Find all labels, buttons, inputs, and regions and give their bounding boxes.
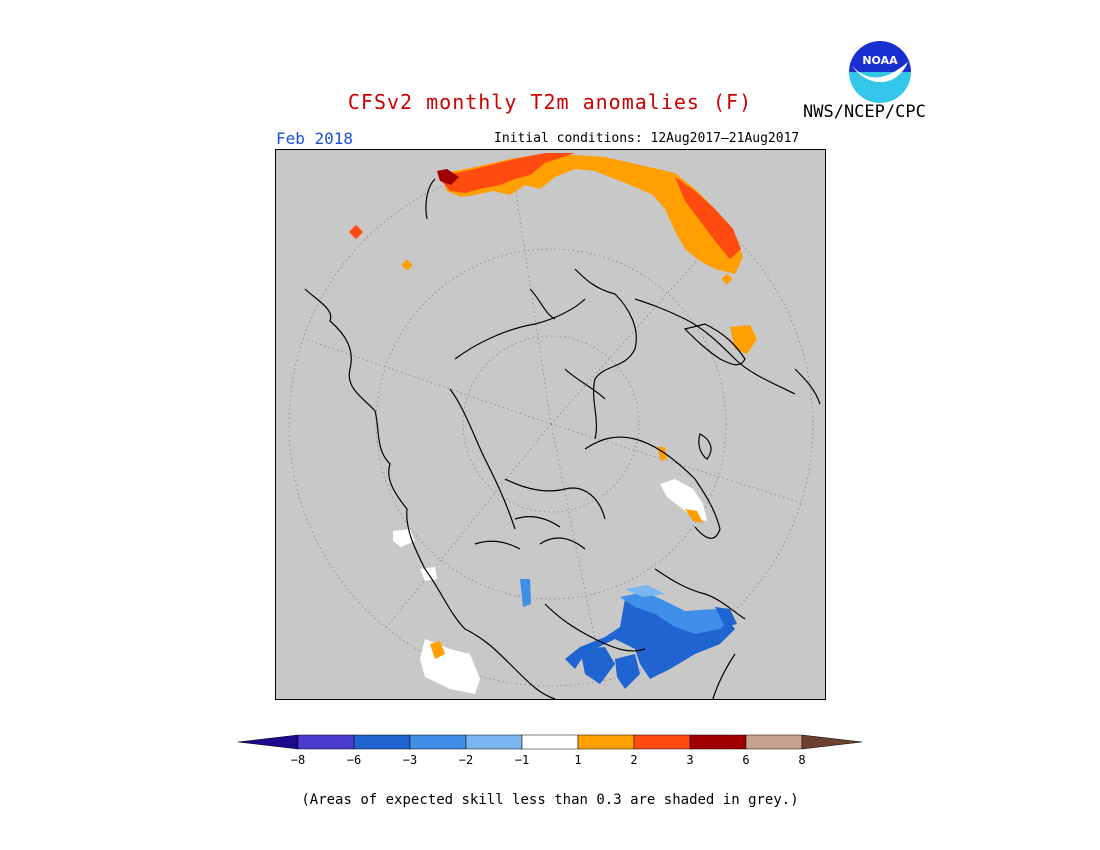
legend-label: 6 xyxy=(742,753,749,767)
legend-bin xyxy=(465,734,523,750)
legend-bin xyxy=(689,734,747,750)
legend-label: 3 xyxy=(686,753,693,767)
legend-bin xyxy=(577,734,635,750)
legend-bin-low xyxy=(238,734,299,750)
forecast-month: Feb 2018 xyxy=(276,129,354,148)
organization-label: NWS/NCEP/CPC xyxy=(803,102,926,122)
legend-bin xyxy=(633,734,691,750)
initial-conditions: Initial conditions: 12Aug2017–21Aug2017 xyxy=(494,131,800,146)
legend-label: 8 xyxy=(798,753,805,767)
legend-label: −3 xyxy=(403,753,417,767)
legend-label: −1 xyxy=(515,753,529,767)
legend-label: 1 xyxy=(574,753,581,767)
map-title: CFSv2 monthly T2m anomalies (F) xyxy=(347,90,753,114)
legend-bin xyxy=(521,734,579,750)
legend-label: 2 xyxy=(630,753,637,767)
color-legend: −8 −6 −3 −2 −1 1 2 3 6 8 xyxy=(238,734,862,767)
legend-bin-high xyxy=(801,734,862,750)
noaa-logo-text: NOAA xyxy=(862,54,898,67)
legend-bin xyxy=(745,734,803,750)
coastlines xyxy=(304,178,821,700)
legend-bin xyxy=(353,734,411,750)
skill-footnote: (Areas of expected skill less than 0.3 a… xyxy=(301,792,799,808)
legend-label: −8 xyxy=(291,753,305,767)
asia-cold-anomaly xyxy=(520,579,737,689)
polar-map xyxy=(275,149,826,700)
legend-bin xyxy=(409,734,467,750)
noaa-logo: NOAA xyxy=(848,40,912,104)
legend-label: −6 xyxy=(347,753,361,767)
legend-bin xyxy=(297,734,355,750)
europe-anomaly xyxy=(657,447,707,523)
legend-label: −2 xyxy=(459,753,473,767)
